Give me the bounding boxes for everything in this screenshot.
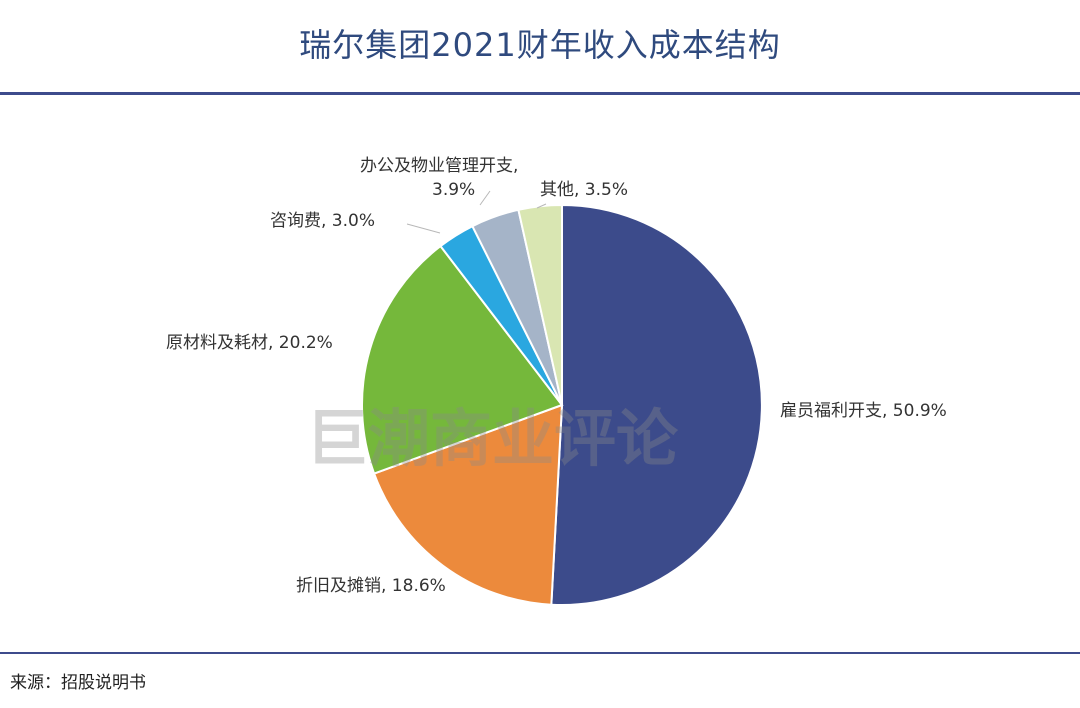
slice-label-name: 办公及物业管理开支, (360, 156, 518, 176)
leader-line-5 (479, 190, 491, 206)
slice-labels: 雇员福利开支, 50.9% 折旧及摊销, 18.6% 原材料及耗材, 20.2% 咨询… (166, 156, 947, 596)
chart-title: 瑞尔集团2021财年收入成本结构 (299, 26, 781, 64)
footer-divider (0, 652, 1080, 654)
leader-lines (406, 190, 547, 234)
leader-line-4 (406, 223, 441, 234)
pie-slice-2 (372, 403, 564, 606)
slice-label-1: 雇员福利开支, 50.9% (780, 401, 947, 421)
slice-label-5: 办公及物业管理开支, 3.9% (360, 156, 518, 200)
slice-label-4: 咨询费, 3.0% (270, 211, 375, 231)
pie-slices (361, 203, 763, 606)
title-divider (0, 92, 1080, 95)
pie-slice-3 (361, 244, 564, 475)
leader-line-6 (536, 203, 547, 209)
slice-label-6: 其他, 3.5% (540, 180, 628, 200)
watermark-text: 巨潮商业评论 (306, 402, 679, 475)
source-note: 来源：招股说明书 (10, 673, 146, 693)
slice-label-3: 原材料及耗材, 20.2% (166, 333, 333, 353)
slice-label-value: 3.9% (432, 180, 475, 200)
pie-slice-1 (550, 203, 763, 606)
slice-label-2: 折旧及摊销, 18.6% (296, 576, 446, 596)
